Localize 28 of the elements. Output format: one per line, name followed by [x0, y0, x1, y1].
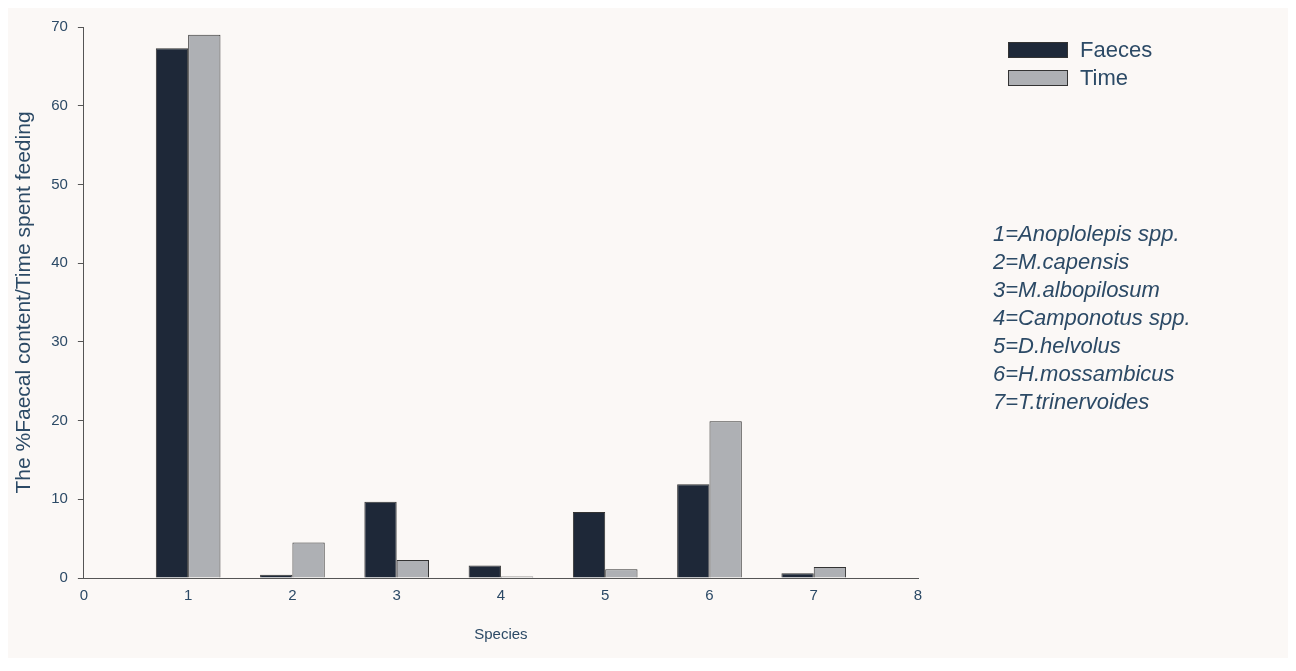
y-tick-label: 30	[51, 332, 68, 349]
x-tick-label: 6	[705, 586, 714, 604]
text: 4=Camponotus spp.	[993, 304, 1191, 332]
text: 2=M.capensis	[993, 248, 1131, 276]
y-tick-label: 50	[51, 174, 68, 192]
y-tick-label: 70	[51, 17, 68, 35]
y-tick-label: 10	[51, 489, 68, 507]
x-axis-title: Species	[474, 625, 528, 643]
x-tick-label: 0	[79, 586, 89, 604]
y-tick-label: 0	[59, 568, 68, 586]
text: 7=T.trinervoides	[993, 388, 1151, 416]
text: 5=D.helvolus	[993, 332, 1122, 360]
x-tick-label: 3	[392, 586, 401, 604]
text: 3=M.albopilosum	[993, 276, 1161, 304]
x-tick-label: 8	[913, 586, 923, 604]
legend-label: Faeces	[1080, 37, 1153, 63]
x-tick-label: 4	[496, 586, 506, 604]
y-tick-label: 40	[51, 253, 68, 271]
legend-label: Time	[1080, 65, 1129, 91]
x-tick-label: 2	[288, 586, 297, 604]
x-tick-label: 1	[183, 586, 193, 604]
x-tick-label: 7	[809, 586, 818, 604]
text: 1=Anoplolepis spp.	[993, 220, 1181, 248]
y-tick-label: 60	[51, 95, 68, 113]
y-tick-label: 20	[51, 410, 68, 428]
x-tick-label: 5	[601, 586, 610, 604]
text: 6=H.mossambicus	[993, 360, 1176, 388]
y-axis-title: The %Faecal content/Time spent feeding	[11, 111, 35, 494]
